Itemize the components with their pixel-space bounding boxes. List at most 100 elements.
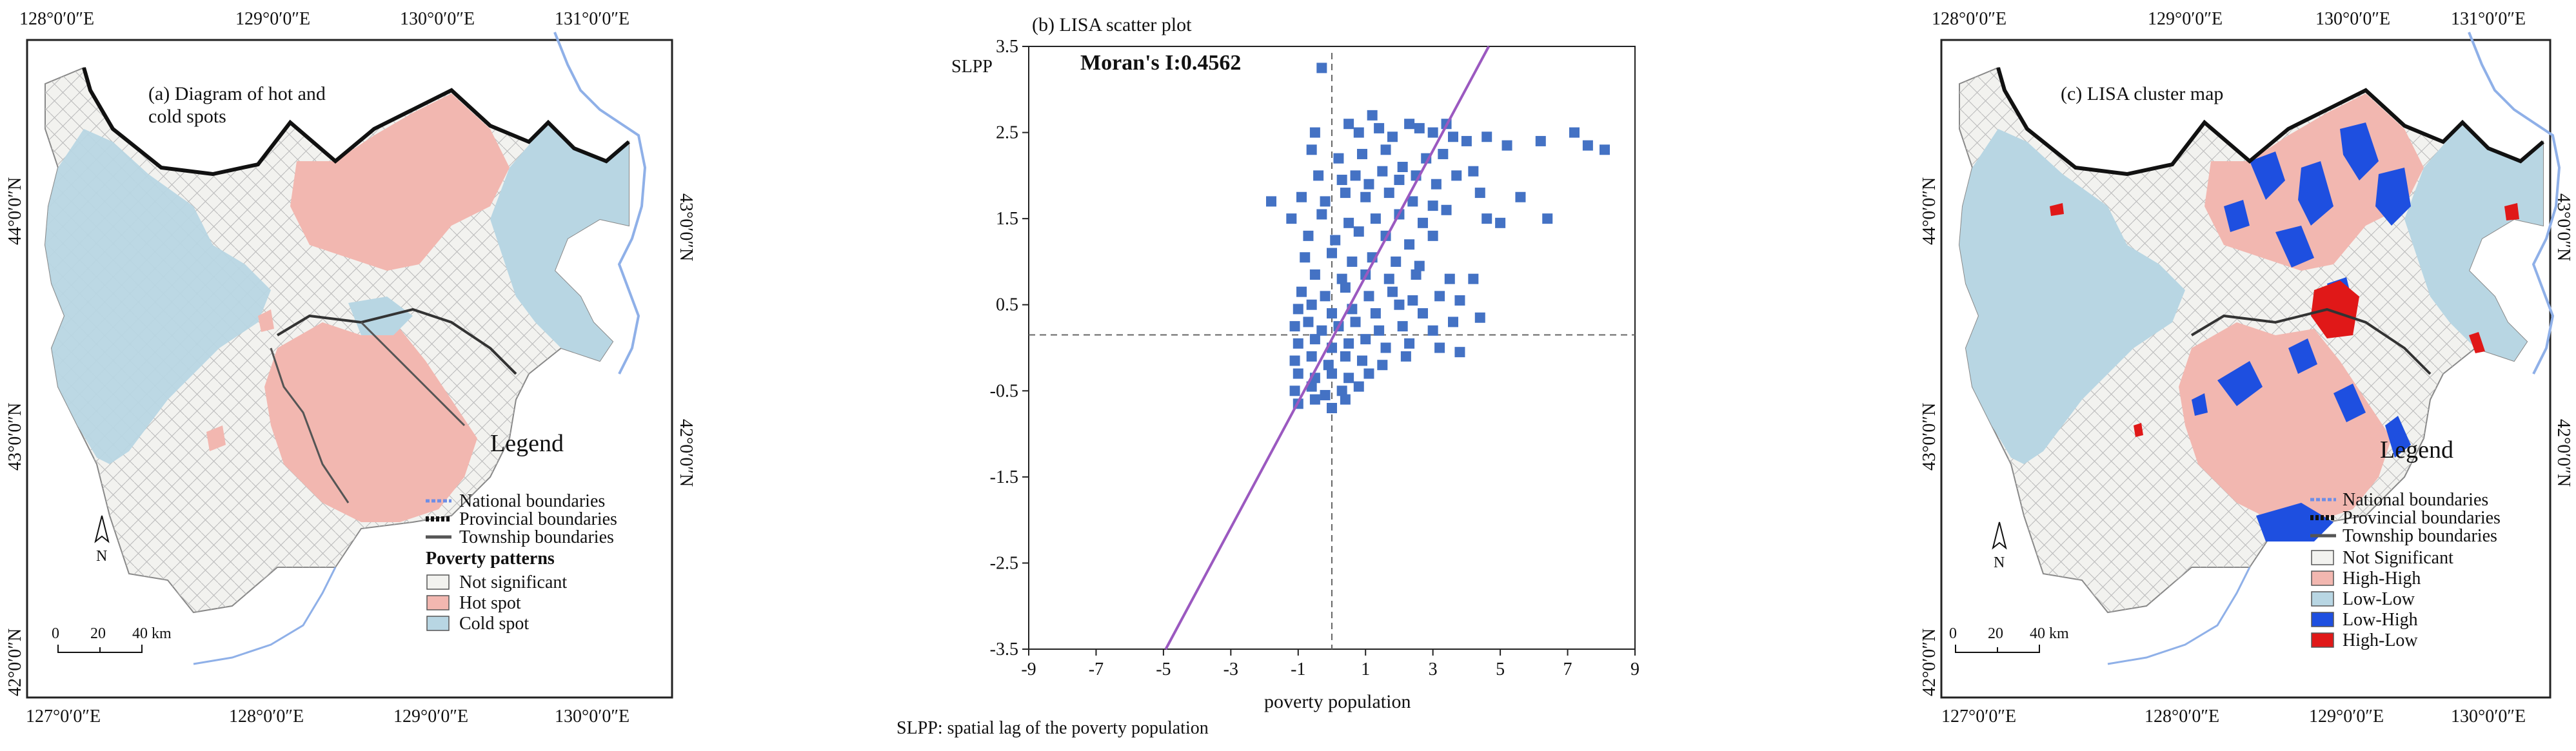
scatter-point	[1289, 321, 1300, 332]
low-high-patch	[2385, 416, 2411, 458]
legend-provincial: Provincial boundaries	[459, 509, 617, 529]
high-low-patch	[2504, 203, 2519, 220]
scatter-point	[1293, 338, 1303, 349]
scatter-point	[1387, 132, 1398, 142]
right-top-lon-1: 128°0′0″E	[1932, 9, 2006, 29]
scatter-point	[1397, 162, 1408, 172]
right-bottom-lon-1: 127°0′0″E	[1941, 707, 2016, 727]
moran-annotation: Moran's I:0.4562	[1080, 51, 1241, 75]
scatter-point	[1340, 351, 1351, 362]
low-high-patch	[2250, 151, 2285, 200]
scatter-point	[1306, 299, 1317, 310]
scatter-point	[1316, 325, 1327, 336]
scatter-point	[1343, 338, 1354, 349]
provincial-boundary	[2190, 307, 2432, 375]
scatter-point	[1350, 170, 1361, 181]
right-left-lat-3: 42°0′0″N	[1919, 629, 1939, 696]
scatter-point	[1418, 217, 1428, 228]
x-tick-label: 5	[1496, 659, 1505, 679]
scatter-point	[1411, 269, 1422, 280]
legend-high-low-swatch	[2311, 632, 2334, 648]
scatter-point	[1306, 144, 1317, 155]
scatter-point	[1320, 196, 1331, 207]
scatter-point	[1474, 312, 1485, 323]
scatter-point	[1340, 282, 1351, 293]
x-tick-label: -9	[1021, 659, 1036, 679]
scatter-point	[1394, 175, 1405, 186]
low-high-patch	[2375, 168, 2411, 226]
scatter-point	[1340, 188, 1351, 199]
scatter-point	[1309, 394, 1320, 405]
legend-hot-spot: Hot spot	[459, 593, 521, 613]
scatter-point	[1363, 179, 1374, 190]
low-low-east	[2404, 122, 2543, 361]
low-high-patch	[2275, 226, 2314, 268]
scatter-point	[1427, 127, 1438, 138]
scatter-point	[1289, 355, 1300, 366]
scatter-point	[1333, 153, 1344, 164]
svg-text:20: 20	[1988, 625, 2003, 642]
scatter-point	[1468, 273, 1479, 284]
right-right-lat-1: 43°0′0″N	[2553, 193, 2573, 261]
scatter-point	[1448, 317, 1458, 327]
scatter-point	[1377, 166, 1388, 177]
svg-text:0: 0	[1949, 625, 1957, 642]
right-bottom-lon-4: 130°0′0″E	[2451, 707, 2526, 727]
scatter-point	[1370, 213, 1381, 224]
scatter-point	[1309, 334, 1320, 345]
scatter-point	[1535, 135, 1546, 146]
svg-text:0: 0	[52, 625, 59, 642]
scatter-title: (b) LISA scatter plot	[1032, 14, 1192, 35]
left-legend-title: Legend	[490, 430, 564, 457]
legend-township: Township boundaries	[459, 527, 614, 547]
x-tick-label: 9	[1630, 659, 1640, 679]
scatter-point	[1454, 347, 1465, 358]
legend-hot-spot-swatch	[426, 595, 450, 610]
legend-low-low-swatch	[2311, 591, 2334, 607]
scatter-point	[1353, 381, 1364, 392]
right-map-regions	[1959, 32, 2561, 665]
scatter-point	[1383, 273, 1394, 284]
right-top-lon-2: 129°0′0″E	[2148, 9, 2223, 29]
scatter-point	[1330, 235, 1341, 246]
y-tick-label: -2.5	[990, 553, 1018, 573]
right-map-frame	[1940, 39, 2551, 699]
scale-bar: 0 20 40 km	[1949, 625, 2069, 653]
scatter-point	[1407, 295, 1418, 306]
low-high-patch	[2217, 361, 2263, 406]
right-legend-national: National boundaries	[2343, 490, 2488, 510]
hot-spot-small	[206, 425, 226, 451]
north-arrow-icon: N	[1992, 522, 2007, 571]
low-high-patch	[2298, 161, 2333, 226]
right-left-lat-1: 44°0′0″N	[1919, 177, 1939, 245]
left-right-lat-2: 42°0′0″N	[676, 419, 696, 487]
left-map-regions	[45, 32, 647, 665]
right-map-panel: (c) LISA cluster map 128°0′0″E 129°0′0″E…	[1919, 9, 2573, 727]
hot-spot-south	[264, 322, 477, 522]
scatter-point	[1427, 230, 1438, 241]
scatter-point	[1327, 308, 1337, 319]
legend-national: National boundaries	[459, 491, 605, 511]
y-tick-label: -1.5	[990, 467, 1018, 487]
legend-low-low: Low-Low	[2343, 589, 2415, 609]
scatter-point	[1542, 213, 1553, 224]
scatter-point	[1515, 191, 1526, 202]
scatter-point	[1336, 175, 1347, 186]
scatter-point	[1404, 338, 1415, 349]
left-top-lon-4: 131°0′0″E	[555, 9, 629, 29]
scatter-point	[1360, 334, 1371, 345]
scatter-point	[1293, 304, 1303, 315]
scatter-point	[1306, 351, 1317, 362]
scatter-point	[1383, 188, 1394, 199]
provincial-boundary	[276, 307, 517, 375]
scatter-point	[1380, 144, 1391, 155]
scatter-point	[1327, 403, 1337, 413]
scatter-point	[1481, 213, 1492, 224]
river	[2107, 567, 2251, 665]
hot-spot-north	[290, 93, 510, 271]
scatter-axes: -9 -7 -5 -3 -1 1 3 5 7 9 3.5 2.5 1.5 0.5 -0.5 -1.5 -2.5 -…	[990, 37, 1640, 679]
svg-text:40 km: 40 km	[132, 625, 172, 642]
scatter-point	[1448, 132, 1458, 142]
scatter-point	[1451, 170, 1462, 181]
scatter-xlabel: poverty population	[1264, 691, 1411, 712]
